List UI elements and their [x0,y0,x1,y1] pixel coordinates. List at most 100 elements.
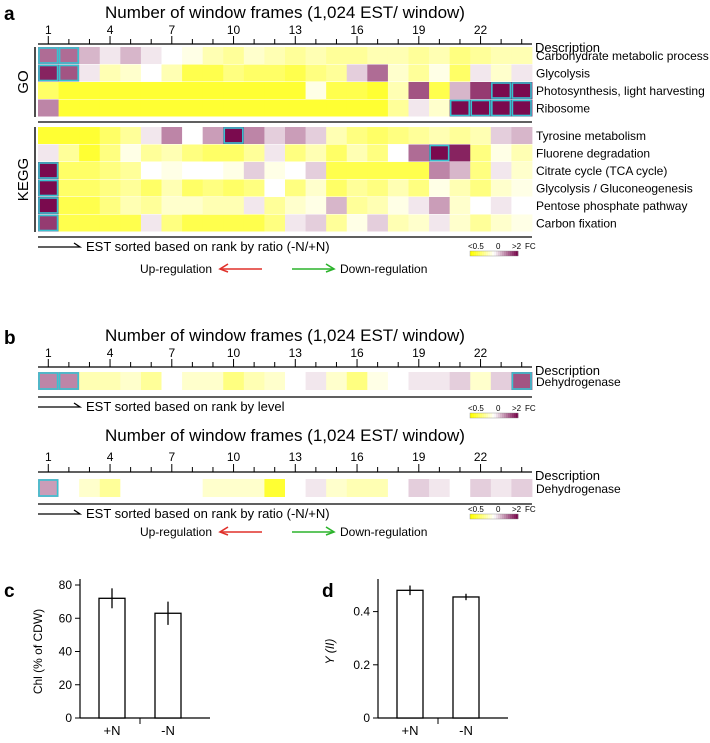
heat-cell [38,47,59,64]
heat-cell [449,162,471,179]
legend-low: <0.5 [468,242,484,251]
heat-cell [387,47,409,64]
heat-cell [243,479,265,497]
chl-chart-y-tick-label: 20 [59,678,73,692]
heat-cell [243,99,265,117]
down-regulation-label: Down-regulation [340,262,427,276]
heat-cell [243,144,265,162]
legend-swatch [502,413,505,418]
heat-cell [429,479,451,497]
heat-cell [243,47,265,64]
legend-swatch [512,413,515,418]
heat-cell [79,162,101,179]
row-label: Dehydrogenase [536,482,621,496]
heat-cell [202,372,224,390]
tick-label-22: 22 [474,346,488,360]
heat-cell [490,372,512,390]
heat-cell [38,214,59,232]
legend-swatch [484,514,487,519]
row-label: Carbohydrate metabolic process [536,49,709,63]
legend-swatch [480,413,483,418]
heat-cell [58,179,80,197]
heat-cell [408,64,430,82]
heat-cell [387,197,409,214]
legend-swatch [502,514,505,519]
highlight-cell [38,214,59,232]
chl-chart-y-tick-label: 60 [59,611,73,625]
heat-cell [429,179,451,197]
panel-letter-d: d [322,581,334,602]
heat-cell [223,197,245,214]
tick-label-1: 1 [45,450,52,464]
heat-cell [326,47,348,64]
heat-cell [99,64,121,82]
heat-cell [58,197,80,214]
heat-cell [79,197,101,214]
heat-cell [79,214,101,232]
heat-cell [326,64,348,82]
heat-cell [387,64,409,82]
heat-cell [182,479,204,497]
heat-cell [490,197,512,214]
heat-cell [490,479,512,497]
legend-swatch [498,251,501,256]
heat-cell [367,197,389,214]
row-label: Glycolysis [536,67,590,81]
heat-cell [346,479,368,497]
highlight-cell [38,372,59,390]
heat-cell [511,64,533,82]
heat-cell [264,127,286,144]
yii-chart-bar-+N [396,589,424,719]
heat-cell [223,479,245,497]
heat-cell [449,372,471,390]
tick-label-22: 22 [474,23,488,37]
heat-cell [285,99,306,117]
heat-cell [202,197,224,214]
heat-cell [367,47,389,64]
legend-mid: 0 [496,505,501,514]
down-regulation-label: Down-regulation [340,525,427,539]
tick-label-7: 7 [168,346,175,360]
tick-label-10: 10 [227,450,241,464]
heat-cell [140,479,162,497]
heat-cell [140,372,162,390]
heat-cell [79,179,101,197]
heat-cell [305,162,327,179]
heat-cell [223,99,245,117]
heat-cell [326,82,348,99]
legend-swatch [492,514,495,519]
legend-swatch [508,514,511,519]
heat-cell [470,47,492,64]
heat-cell [285,127,306,144]
heat-cell [367,144,389,162]
heat-cell [387,162,409,179]
heat-cell [326,179,348,197]
heat-cell [326,197,348,214]
row-label: Citrate cycle (TCA cycle) [536,164,667,178]
heat-cell [305,127,327,144]
heat-cell [511,479,533,497]
heat-cell [346,179,368,197]
highlight-cell [449,99,471,117]
heat-cell [120,99,142,117]
row-label: Tyrosine metabolism [536,129,646,143]
sort-caption: EST sorted based on rank by ratio (-N/+N… [86,506,330,521]
heat-cell [470,99,492,117]
legend-swatch [476,251,479,256]
heat-cell [161,372,183,390]
yii-chart-y-tick-label: 0.2 [353,658,370,672]
tick-label-19: 19 [412,346,426,360]
heat-cell [202,144,224,162]
heat-cell [470,127,492,144]
yii-chart-bar--N [452,596,480,719]
legend-mid: 0 [496,404,501,413]
heat-cell [511,82,533,99]
row-label: Ribosome [536,102,590,116]
yii-chart-y-tick-label: 0 [363,711,370,725]
heat-cell [161,127,183,144]
legend-swatch [472,514,475,519]
heatmap-title: Number of window frames (1,024 EST/ wind… [105,326,465,345]
heat-cell [470,197,492,214]
heat-cell [387,82,409,99]
heat-cell [202,47,224,64]
